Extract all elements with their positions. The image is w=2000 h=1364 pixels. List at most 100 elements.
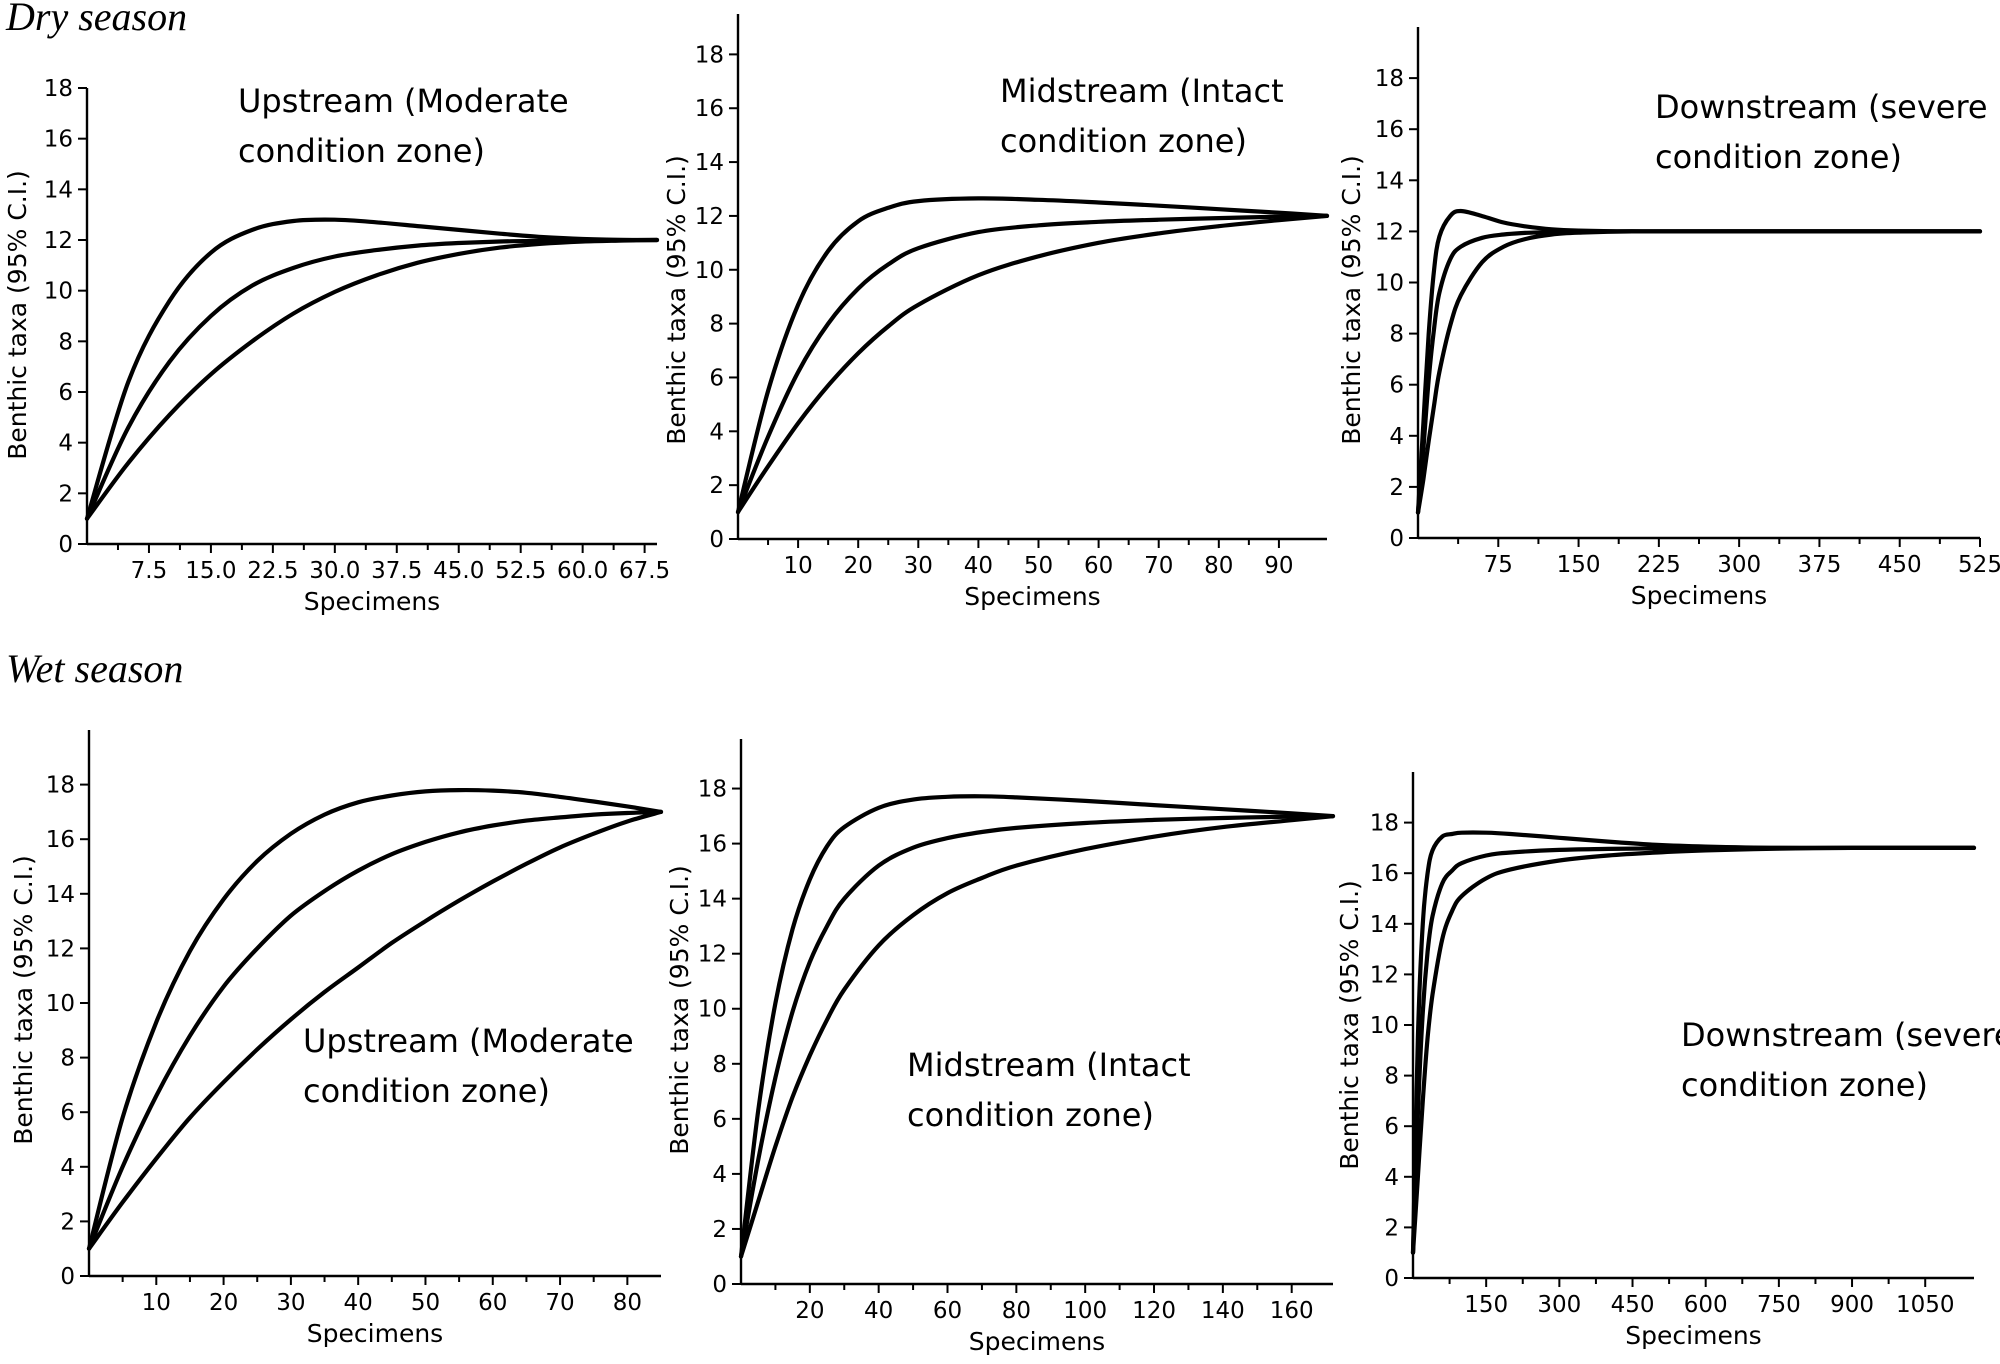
series-curve-3 bbox=[738, 814, 1336, 1259]
x-tick-label: 50 bbox=[411, 1290, 440, 1316]
y-tick-label: 6 bbox=[709, 365, 724, 391]
x-tick-label: 52.5 bbox=[495, 558, 546, 584]
x-tick-label: 10 bbox=[142, 1290, 171, 1316]
x-tick-label: 70 bbox=[545, 1290, 574, 1316]
x-tick-label: 600 bbox=[1684, 1292, 1728, 1318]
y-tick-label: 14 bbox=[698, 887, 727, 913]
y-tick-label: 12 bbox=[1370, 962, 1399, 988]
x-tick-label: 20 bbox=[844, 553, 873, 579]
panel-title-line: Midstream (Intact bbox=[907, 1046, 1191, 1084]
y-tick-label: 2 bbox=[709, 473, 724, 499]
y-tick-label: 0 bbox=[709, 527, 724, 553]
series-curve-3 bbox=[84, 237, 660, 521]
series-curve-3 bbox=[735, 213, 1330, 515]
y-tick-label: 16 bbox=[46, 827, 75, 853]
y-tick-label: 8 bbox=[712, 1052, 727, 1078]
x-axis-title: Specimens bbox=[1631, 581, 1767, 610]
y-tick-label: 12 bbox=[44, 228, 73, 254]
y-tick-label: 2 bbox=[60, 1209, 75, 1235]
y-tick-label: 14 bbox=[1375, 168, 1404, 194]
x-tick-label: 150 bbox=[1557, 552, 1601, 578]
y-tick-label: 2 bbox=[1384, 1215, 1399, 1241]
y-tick-label: 18 bbox=[698, 777, 727, 803]
x-axis-title: Specimens bbox=[964, 582, 1100, 611]
y-tick-label: 10 bbox=[44, 279, 73, 305]
x-tick-label: 10 bbox=[783, 553, 812, 579]
chart-panels: 0 2 4 6 8 10 12 14 16 18 7.5 15.0 22.5 30.0 37.5 45.0 52… bbox=[3, 14, 2000, 1356]
x-tick-label: 67.5 bbox=[619, 558, 670, 584]
x-tick-label: 450 bbox=[1611, 1292, 1655, 1318]
panel-title-line: condition zone) bbox=[238, 132, 485, 170]
y-tick-label: 4 bbox=[60, 1155, 75, 1181]
y-tick-label: 6 bbox=[1384, 1114, 1399, 1140]
x-tick-label: 30.0 bbox=[309, 558, 360, 584]
y-tick-label: 0 bbox=[1384, 1266, 1399, 1292]
x-tick-label: 160 bbox=[1270, 1298, 1314, 1324]
panel-title-line: Upstream (Moderate bbox=[238, 82, 569, 120]
x-tick-label: 22.5 bbox=[247, 558, 298, 584]
panel-title-line: condition zone) bbox=[1000, 122, 1247, 160]
x-tick-label: 30 bbox=[904, 553, 933, 579]
panel-title-line: condition zone) bbox=[303, 1072, 550, 1110]
y-tick-label: 8 bbox=[1384, 1064, 1399, 1090]
x-tick-label: 20 bbox=[795, 1298, 824, 1324]
x-tick-label: 150 bbox=[1464, 1292, 1508, 1318]
y-tick-label: 16 bbox=[44, 127, 73, 153]
panel-title-line: Downstream (severe bbox=[1681, 1016, 2000, 1054]
y-axis-title: Benthic taxa (95% C.I.) bbox=[1337, 155, 1366, 445]
x-tick-label: 80 bbox=[1204, 553, 1233, 579]
series-curve-1 bbox=[1415, 208, 1983, 515]
y-tick-label: 18 bbox=[1370, 811, 1399, 837]
x-tick-label: 60 bbox=[933, 1298, 962, 1324]
panel-title-line: condition zone) bbox=[1655, 138, 1902, 176]
y-tick-label: 18 bbox=[1375, 66, 1404, 92]
y-tick-label: 12 bbox=[698, 942, 727, 968]
y-tick-label: 2 bbox=[58, 481, 73, 507]
series-curve-1 bbox=[84, 217, 660, 521]
y-tick-label: 0 bbox=[712, 1272, 727, 1298]
y-tick-label: 6 bbox=[58, 380, 73, 406]
y-tick-label: 6 bbox=[712, 1107, 727, 1133]
panel-title-line: Upstream (Moderate bbox=[303, 1022, 634, 1060]
y-tick-label: 14 bbox=[44, 177, 73, 203]
series-curve-2 bbox=[1415, 229, 1983, 515]
x-tick-label: 37.5 bbox=[371, 558, 422, 584]
y-tick-label: 12 bbox=[695, 204, 724, 230]
x-tick-label: 15.0 bbox=[185, 558, 236, 584]
series-curve-2 bbox=[84, 237, 660, 521]
x-tick-label: 120 bbox=[1132, 1298, 1176, 1324]
x-tick-label: 70 bbox=[1144, 553, 1173, 579]
y-tick-label: 0 bbox=[58, 532, 73, 558]
y-tick-label: 16 bbox=[698, 832, 727, 858]
chart-panel-3: 0 2 4 6 8 10 12 14 16 18 75 150 225 300 375 450 525 Speci… bbox=[1337, 27, 2000, 610]
x-tick-label: 60 bbox=[1084, 553, 1113, 579]
y-tick-label: 10 bbox=[1375, 271, 1404, 297]
x-tick-label: 40 bbox=[864, 1298, 893, 1324]
series-curve-2 bbox=[735, 213, 1330, 515]
y-tick-label: 10 bbox=[46, 991, 75, 1017]
wet-season-label: Wet season bbox=[6, 646, 183, 691]
panel-title-line: condition zone) bbox=[1681, 1066, 1928, 1104]
y-tick-label: 18 bbox=[46, 773, 75, 799]
y-tick-label: 2 bbox=[1389, 475, 1404, 501]
y-tick-label: 16 bbox=[695, 96, 724, 122]
x-tick-label: 80 bbox=[1002, 1298, 1031, 1324]
x-tick-label: 140 bbox=[1201, 1298, 1245, 1324]
y-tick-label: 14 bbox=[46, 882, 75, 908]
y-axis-title: Benthic taxa (95% C.I.) bbox=[9, 855, 38, 1145]
chart-panel-4: 0 2 4 6 8 10 12 14 16 18 10 20 30 40 50 60 70 80 Specimens… bbox=[9, 730, 664, 1348]
y-tick-label: 4 bbox=[58, 431, 73, 457]
y-axis-title: Benthic taxa (95% C.I.) bbox=[665, 865, 694, 1155]
panel-title-line: condition zone) bbox=[907, 1096, 1154, 1134]
x-tick-label: 7.5 bbox=[131, 558, 168, 584]
y-tick-label: 14 bbox=[695, 150, 724, 176]
x-tick-label: 375 bbox=[1797, 552, 1841, 578]
y-tick-label: 2 bbox=[712, 1217, 727, 1243]
y-tick-label: 18 bbox=[44, 76, 73, 102]
y-tick-label: 6 bbox=[60, 1100, 75, 1126]
y-tick-label: 0 bbox=[60, 1264, 75, 1290]
y-tick-label: 8 bbox=[1389, 322, 1404, 348]
x-tick-label: 60.0 bbox=[557, 558, 608, 584]
y-tick-label: 4 bbox=[712, 1162, 727, 1188]
